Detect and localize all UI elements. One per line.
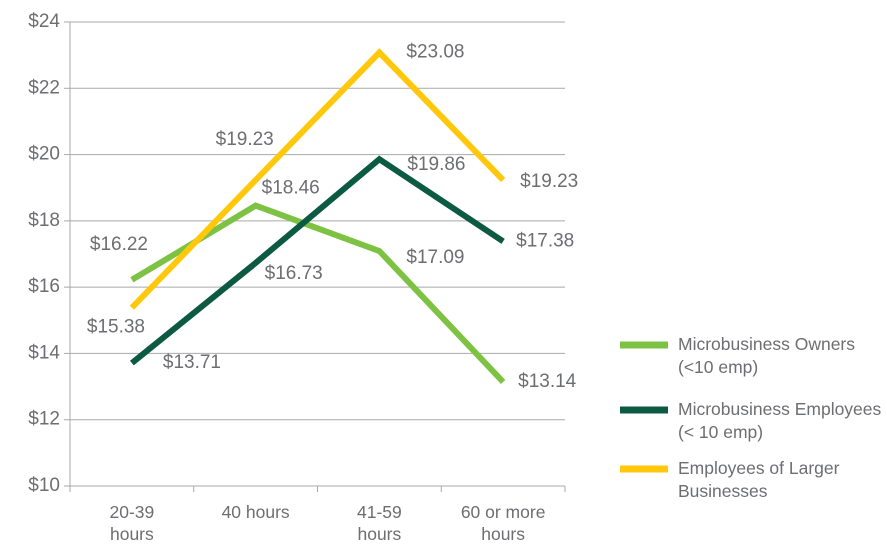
series-line [129,155,505,366]
text-line: 20-39 [109,502,154,522]
data-label: $16.22 [90,234,148,255]
data-label: $19.86 [407,154,465,175]
text-line: Employees of Larger [678,458,840,478]
data-label: $18.46 [262,178,320,199]
text-line: 40 hours [222,502,290,522]
data-label: $16.73 [265,263,323,284]
data-label: $15.38 [87,317,145,338]
data-label: $13.71 [163,352,221,373]
text-line: 41-59 [357,502,402,522]
text-line: hours [357,524,401,544]
text-line: Microbusiness Owners [678,334,855,354]
y-tick-label: $10 [28,475,60,496]
x-tick-label: 20-39 hours [109,502,154,544]
data-label: $19.23 [216,129,274,150]
text-line: Businesses [678,481,768,501]
x-tick-label: 60 or more hours [461,502,546,544]
y-tick-label: $20 [28,144,60,165]
y-tick-label: $22 [28,77,60,98]
legend-label: Microbusiness Owners (<10 emp) [678,334,855,377]
y-tick-label: $16 [28,276,60,297]
x-tick-label: 41-59 hours [357,502,402,544]
legend-label: Microbusiness Employees (< 10 emp) [678,399,882,442]
x-tick-label: 40 hours [222,502,290,522]
text-line: Microbusiness Employees [678,399,882,419]
text-line: hours [110,524,154,544]
y-tick-label: $12 [28,409,60,430]
data-label: $23.08 [406,42,464,63]
y-tick-label: $14 [28,342,60,363]
y-tick-label: $18 [28,210,60,231]
text-line: 60 or more [461,502,546,522]
text-line: hours [481,524,525,544]
legend: Microbusiness Owners (<10 emp)Microbusine… [620,334,882,501]
legend-label: Employees of Larger Businesses [678,458,840,501]
data-label: $13.14 [518,371,577,392]
text-line: (< 10 emp) [678,422,763,442]
data-label: $17.09 [406,247,464,268]
text-line: (<10 emp) [678,357,758,377]
y-tick-label: $24 [28,11,60,32]
data-label: $17.38 [516,230,574,251]
data-label: $19.23 [520,171,578,192]
series-line [129,48,506,310]
